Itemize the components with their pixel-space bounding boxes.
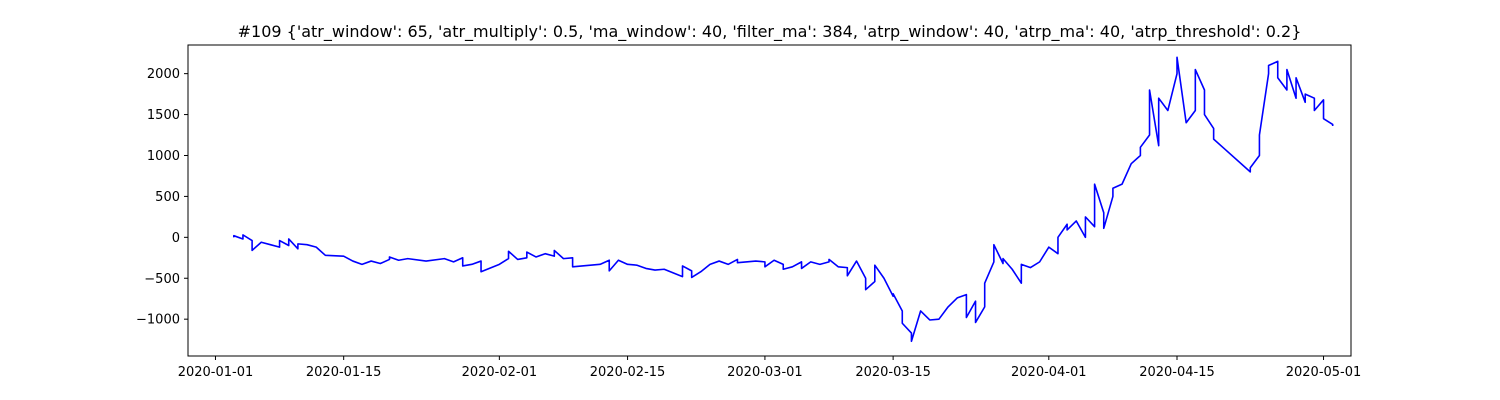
x-tick-label: 2020-05-01 [1286,365,1362,380]
x-tick-label: 2020-04-15 [1139,365,1215,380]
x-tick-label: 2020-02-15 [590,365,666,380]
x-tick-label: 2020-01-01 [178,365,254,380]
chart-title: #109 {'atr_window': 65, 'atr_multiply': … [237,22,1302,41]
x-tick-label: 2020-04-01 [1011,365,1087,380]
y-tick-label: 1500 [147,108,180,123]
x-tick-label: 2020-02-01 [462,365,538,380]
y-tick-label: 0 [172,231,180,246]
y-tick-label: −1000 [136,313,180,328]
y-tick-label: −500 [144,272,180,287]
y-tick-label: 500 [155,190,180,205]
x-tick-label: 2020-03-01 [727,365,803,380]
x-tick-label: 2020-01-15 [306,365,382,380]
plot-frame [187,44,1352,357]
y-tick-label: 2000 [147,67,180,82]
x-tick-label: 2020-03-15 [855,365,931,380]
y-tick-label: 1000 [147,149,180,164]
series-line-0 [232,56,1334,343]
